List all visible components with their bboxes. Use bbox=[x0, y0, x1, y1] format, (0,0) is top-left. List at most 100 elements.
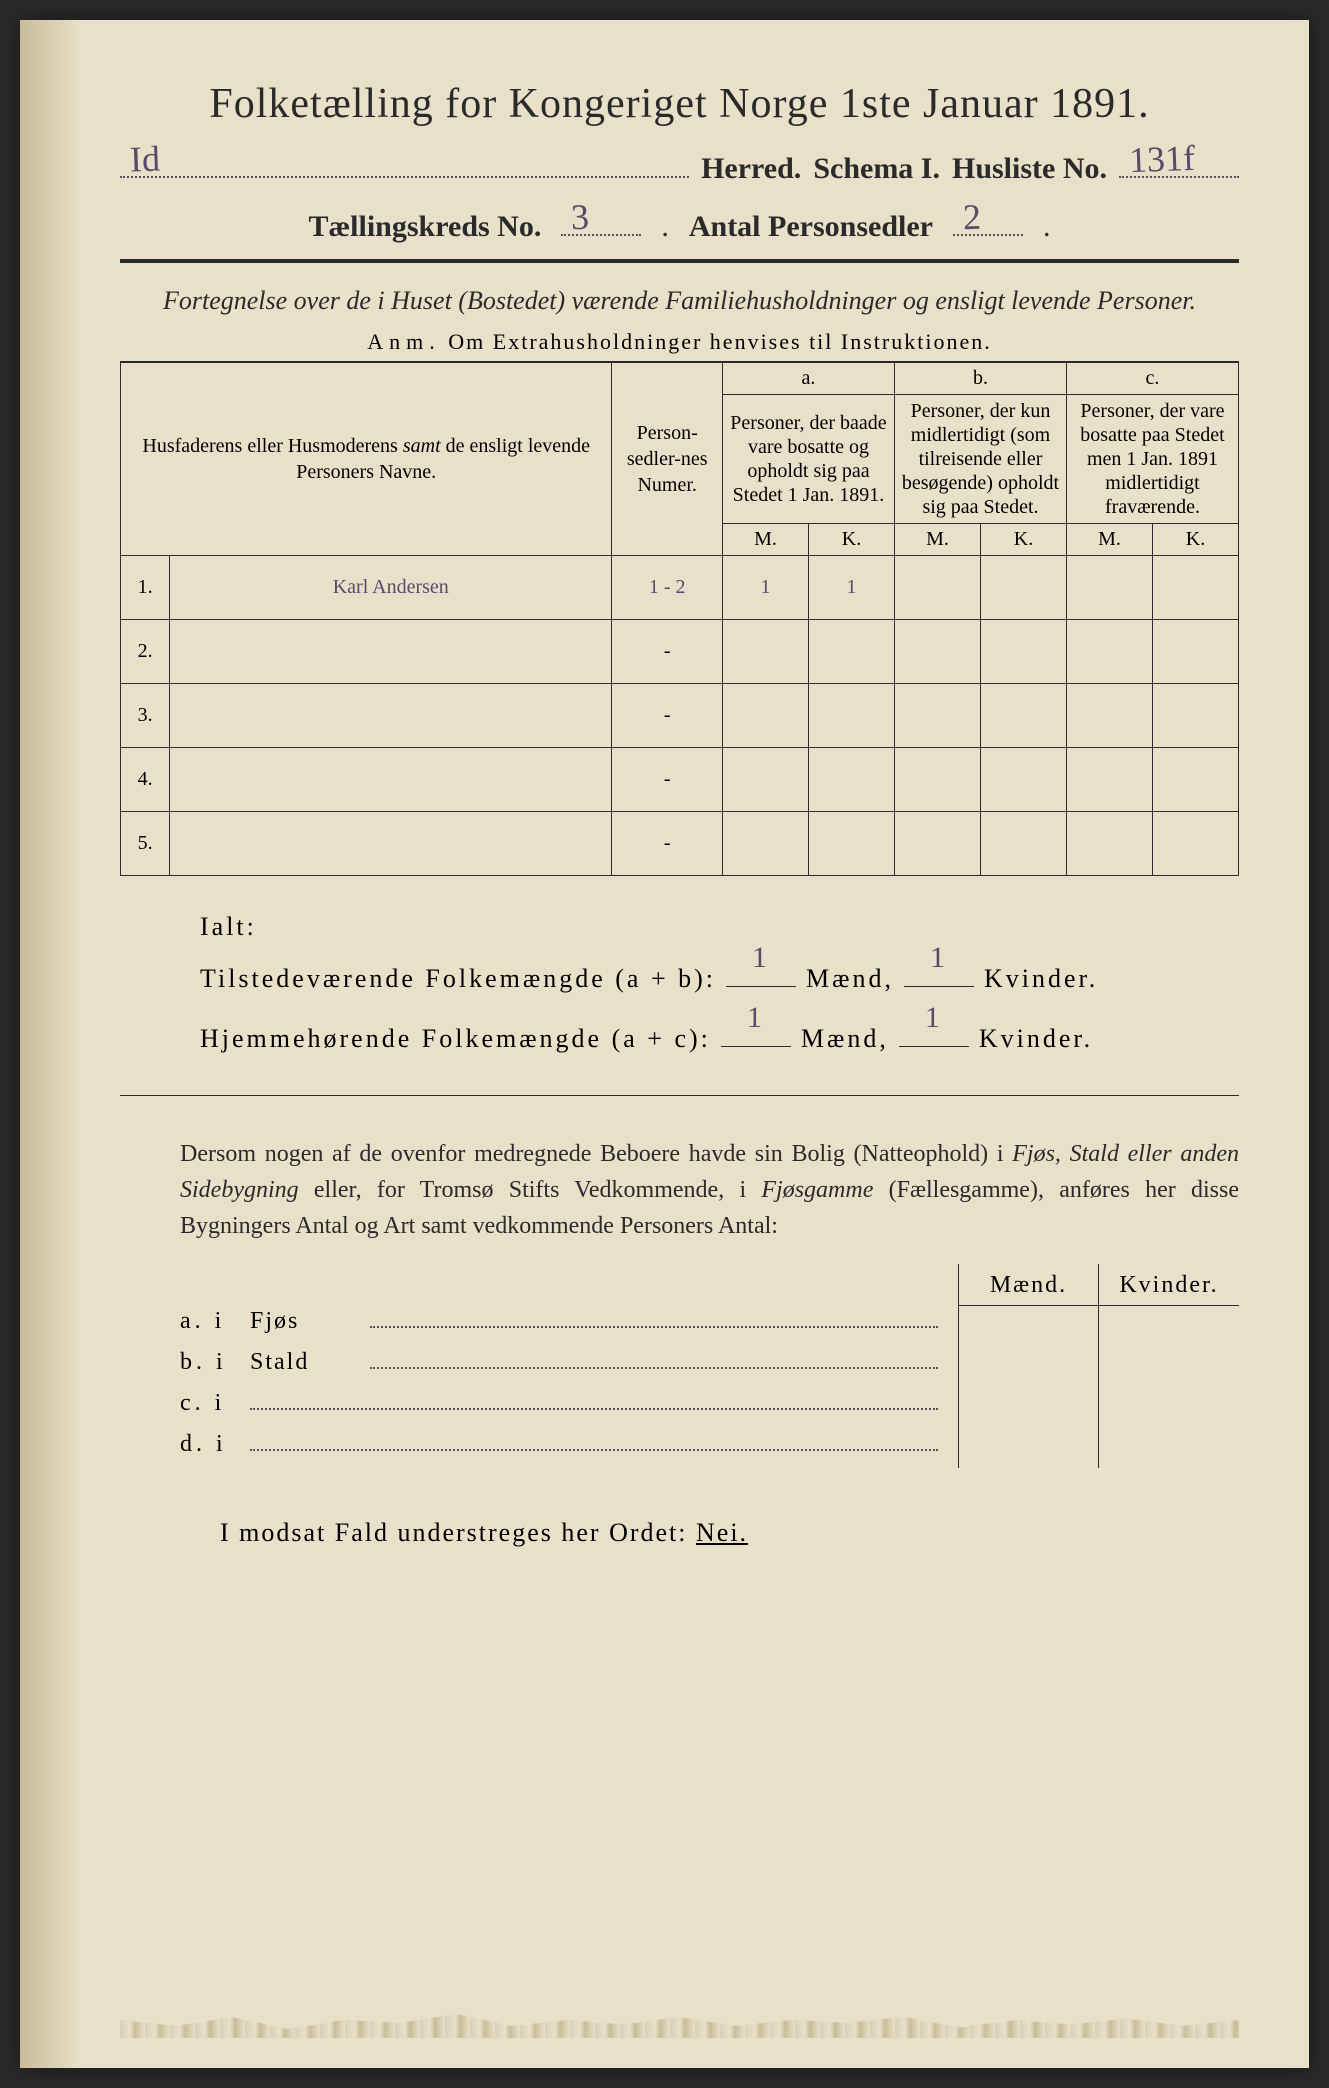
row-bk bbox=[980, 812, 1066, 876]
sedler-label: Antal Personsedler bbox=[689, 210, 933, 244]
row-am bbox=[722, 812, 808, 876]
husliste-value: 131f bbox=[1128, 137, 1195, 181]
bottom-row-b: b. i Stald bbox=[180, 1345, 938, 1376]
col-c-k: K. bbox=[1152, 524, 1238, 556]
row-bm bbox=[894, 620, 980, 684]
husliste-label: Husliste No. bbox=[952, 152, 1107, 186]
maend-col: Mænd. bbox=[959, 1264, 1099, 1468]
final-line: I modsat Fald understreges her Ordet: Ne… bbox=[220, 1518, 1239, 1548]
row-am bbox=[722, 684, 808, 748]
col-a-letter: a. bbox=[722, 363, 894, 395]
table-row: 4. - bbox=[121, 748, 1239, 812]
row-name: Karl Andersen bbox=[170, 556, 612, 620]
ialt-m2: 1 bbox=[721, 1016, 791, 1047]
dotfill bbox=[250, 1427, 938, 1451]
row-ak bbox=[808, 812, 894, 876]
row-cm bbox=[1066, 556, 1152, 620]
census-table: Husfaderens eller Husmoderens samt de en… bbox=[120, 362, 1239, 876]
ialt-section: Ialt: Tilstedeværende Folkemængde (a + b… bbox=[200, 901, 1239, 1065]
col-c-letter: c. bbox=[1066, 363, 1238, 395]
col-numer: Person-sedler-nes Numer. bbox=[612, 363, 723, 556]
dotfill bbox=[370, 1304, 938, 1328]
paragraph: Dersom nogen af de ovenfor medregnede Be… bbox=[180, 1136, 1239, 1244]
row-name bbox=[170, 748, 612, 812]
table-body: 1. Karl Andersen 1 - 2 1 1 2. - bbox=[121, 556, 1239, 876]
page-title: Folketælling for Kongeriget Norge 1ste J… bbox=[120, 80, 1239, 128]
ialt-label: Ialt: bbox=[200, 901, 1239, 953]
row-cm bbox=[1066, 748, 1152, 812]
row-bk bbox=[980, 684, 1066, 748]
census-form-page: Folketælling for Kongeriget Norge 1ste J… bbox=[20, 20, 1309, 2068]
row-ak: 1 bbox=[808, 556, 894, 620]
maend-head: Mænd. bbox=[959, 1272, 1098, 1306]
header-row-1: Id Herred. Schema I. Husliste No. 131f bbox=[120, 136, 1239, 186]
row-lbl: d. i bbox=[180, 1431, 230, 1458]
ialt-line-2: Hjemmehørende Folkemængde (a + c): 1 Mæn… bbox=[200, 1013, 1239, 1065]
row-cm bbox=[1066, 684, 1152, 748]
kvinder-col: Kvinder. bbox=[1099, 1264, 1239, 1468]
row-cm bbox=[1066, 812, 1152, 876]
bottom-table: a. i Fjøs b. i Stald c. i d. i Mænd. bbox=[180, 1264, 1239, 1468]
row-num: 5. bbox=[121, 812, 170, 876]
table-row: 1. Karl Andersen 1 - 2 1 1 bbox=[121, 556, 1239, 620]
sedler-value: 2 bbox=[962, 196, 981, 239]
ialt-k2: 1 bbox=[899, 1016, 969, 1047]
row-bm bbox=[894, 684, 980, 748]
header-row-2: Tællingskreds No. 3 . Antal Personsedler… bbox=[120, 194, 1239, 244]
rule-3 bbox=[120, 1095, 1239, 1096]
row-am bbox=[722, 748, 808, 812]
kreds-field: 3 bbox=[561, 194, 641, 236]
col-b: Personer, der kun midlertidigt (som tilr… bbox=[894, 395, 1066, 524]
col-b-m: M. bbox=[894, 524, 980, 556]
row-bm bbox=[894, 812, 980, 876]
maend-label: Mænd, bbox=[801, 1013, 889, 1065]
ialt-k1: 1 bbox=[904, 956, 974, 987]
herred-label: Herred. bbox=[701, 152, 801, 186]
anm-line: Anm. Om Extrahusholdninger henvises til … bbox=[120, 329, 1239, 355]
schema-label: Schema I. bbox=[813, 152, 940, 186]
kvinder-head: Kvinder. bbox=[1099, 1272, 1239, 1306]
final-text: I modsat Fald understreges her Ordet: bbox=[220, 1518, 696, 1547]
row-bm bbox=[894, 556, 980, 620]
row-am bbox=[722, 620, 808, 684]
row-ak bbox=[808, 684, 894, 748]
row-ck bbox=[1152, 748, 1238, 812]
row-am: 1 bbox=[722, 556, 808, 620]
anm-label: Anm. bbox=[367, 329, 441, 354]
subtitle: Fortegnelse over de i Huset (Bostedet) v… bbox=[120, 283, 1239, 319]
col-a-k: K. bbox=[808, 524, 894, 556]
col-c: Personer, der vare bosatte paa Stedet me… bbox=[1066, 395, 1238, 524]
kreds-value: 3 bbox=[571, 196, 590, 239]
table-row: 3. - bbox=[121, 684, 1239, 748]
sedler-field: 2 bbox=[953, 194, 1023, 236]
col-b-letter: b. bbox=[894, 363, 1066, 395]
row-num: 1. bbox=[121, 556, 170, 620]
row-numer: - bbox=[612, 748, 723, 812]
row-lbl: a. i bbox=[180, 1308, 230, 1335]
col-c-m: M. bbox=[1066, 524, 1152, 556]
dotfill bbox=[370, 1345, 938, 1369]
herred-field: Id bbox=[120, 136, 689, 178]
col-a-m: M. bbox=[722, 524, 808, 556]
row-num: 3. bbox=[121, 684, 170, 748]
row-numer: - bbox=[612, 812, 723, 876]
kvinder-label: Kvinder. bbox=[984, 953, 1098, 1005]
row-ck bbox=[1152, 620, 1238, 684]
row-ck bbox=[1152, 812, 1238, 876]
col-name: Husfaderens eller Husmoderens samt de en… bbox=[121, 363, 612, 556]
row-name bbox=[170, 620, 612, 684]
kvinder-label: Kvinder. bbox=[979, 1013, 1093, 1065]
row-bk bbox=[980, 556, 1066, 620]
table-row: 2. - bbox=[121, 620, 1239, 684]
bottom-row-d: d. i bbox=[180, 1427, 938, 1458]
row-num: 2. bbox=[121, 620, 170, 684]
row-ck bbox=[1152, 556, 1238, 620]
table-row: 5. - bbox=[121, 812, 1239, 876]
row-num: 4. bbox=[121, 748, 170, 812]
row-name bbox=[170, 684, 612, 748]
row-bk bbox=[980, 748, 1066, 812]
bottom-row-a: a. i Fjøs bbox=[180, 1304, 938, 1335]
ialt-tilstede: Tilstedeværende Folkemængde (a + b): bbox=[200, 953, 716, 1005]
row-cat: Stald bbox=[250, 1349, 350, 1376]
row-ak bbox=[808, 620, 894, 684]
